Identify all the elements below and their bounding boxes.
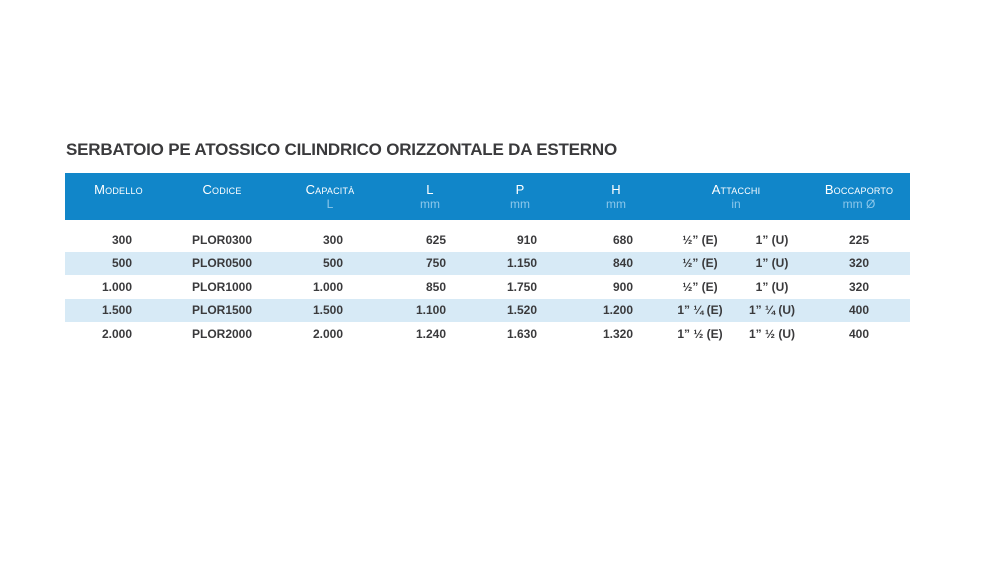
cell-l: 1.240 <box>415 326 446 341</box>
cell-p: 1.750 <box>506 279 537 294</box>
column-header-label: P <box>515 182 525 197</box>
cell-h: 1.320 <box>602 326 633 341</box>
column-header-unit: mm Ø <box>842 197 876 211</box>
cell-attacchi-entrata: ½” (E) <box>682 279 718 294</box>
cell-l: 750 <box>425 256 446 271</box>
table-row: 500 PLOR0500 500 750 1.150 840 ½” (E) 1”… <box>65 251 910 275</box>
cell-l: 625 <box>425 232 446 247</box>
cell-boccaporto: 320 <box>848 279 870 294</box>
column-header-label: Boccaporto <box>824 182 894 197</box>
cell-attacchi-entrata: 1” ½ (E) <box>677 326 723 341</box>
cell-boccaporto: 225 <box>848 232 870 247</box>
cell-capacita: 1.500 <box>312 303 343 318</box>
cell-attacchi-entrata: 1” ¼ (E) <box>677 303 723 318</box>
column-header-label: H <box>611 182 621 197</box>
column-header-l: L mm <box>388 173 472 220</box>
page-title: SERBATOIO PE ATOSSICO CILINDRICO ORIZZON… <box>66 140 617 159</box>
cell-h: 680 <box>612 232 633 247</box>
cell-capacita: 500 <box>322 256 343 271</box>
column-header-boccaporto: Boccaporto mm Ø <box>808 173 910 220</box>
cell-codice: PLOR1500 <box>191 303 253 318</box>
column-header-p: P mm <box>472 173 568 220</box>
cell-attacchi-uscita: 1” (U) <box>755 232 789 247</box>
column-header-capacita: Capacità L <box>272 173 388 220</box>
cell-modello: 300 <box>111 232 132 247</box>
cell-modello: 500 <box>111 256 132 271</box>
column-header-unit: mm <box>420 197 440 211</box>
cell-h: 900 <box>612 279 633 294</box>
cell-attacchi-entrata: ½” (E) <box>682 256 718 271</box>
column-header-label: Capacità <box>305 182 355 197</box>
cell-boccaporto: 400 <box>848 326 870 341</box>
cell-p: 1.520 <box>506 303 537 318</box>
table-row: 2.000 PLOR2000 2.000 1.240 1.630 1.320 1… <box>65 322 910 346</box>
cell-modello: 2.000 <box>101 326 132 341</box>
cell-capacita: 2.000 <box>312 326 343 341</box>
cell-codice: PLOR0300 <box>191 232 253 247</box>
table-header-row: Modello Codice Capacità L L mm P mm H mm <box>65 173 910 220</box>
column-header-modello: Modello <box>65 173 172 220</box>
cell-l: 1.100 <box>415 303 446 318</box>
column-header-attacchi: Attacchi in <box>664 173 808 220</box>
cell-attacchi-uscita: 1” ½ (U) <box>748 326 795 341</box>
column-header-unit: L <box>326 197 334 211</box>
column-header-h: H mm <box>568 173 664 220</box>
cell-codice: PLOR1000 <box>191 279 253 294</box>
column-header-label: Modello <box>94 182 143 197</box>
cell-modello: 1.000 <box>101 279 132 294</box>
cell-codice: PLOR0500 <box>191 256 253 271</box>
cell-attacchi-uscita: 1” ¼ (U) <box>748 303 795 318</box>
table-row: 1.000 PLOR1000 1.000 850 1.750 900 ½” (E… <box>65 275 910 299</box>
cell-boccaporto: 400 <box>848 303 870 318</box>
column-header-label: Attacchi <box>711 182 761 197</box>
cell-h: 1.200 <box>602 303 633 318</box>
cell-p: 1.150 <box>506 256 537 271</box>
cell-modello: 1.500 <box>101 303 132 318</box>
column-header-unit: mm <box>510 197 530 211</box>
cell-capacita: 300 <box>322 232 343 247</box>
cell-capacita: 1.000 <box>312 279 343 294</box>
table-row: 1.500 PLOR1500 1.500 1.100 1.520 1.200 1… <box>65 298 910 322</box>
column-header-label: L <box>426 182 434 197</box>
column-header-label: Codice <box>202 182 242 197</box>
cell-p: 910 <box>516 232 537 247</box>
cell-codice: PLOR2000 <box>191 326 253 341</box>
cell-attacchi-entrata: ½” (E) <box>682 232 718 247</box>
table-body: 300 PLOR0300 300 625 910 680 ½” (E) 1” (… <box>65 228 910 346</box>
cell-p: 1.630 <box>506 326 537 341</box>
column-header-codice: Codice <box>172 173 272 220</box>
cell-boccaporto: 320 <box>848 256 870 271</box>
table-row: 300 PLOR0300 300 625 910 680 ½” (E) 1” (… <box>65 228 910 252</box>
cell-attacchi-uscita: 1” (U) <box>755 279 789 294</box>
cell-attacchi-uscita: 1” (U) <box>755 256 789 271</box>
spec-table: Modello Codice Capacità L L mm P mm H mm <box>65 173 910 346</box>
cell-l: 850 <box>425 279 446 294</box>
column-header-unit: in <box>731 197 741 211</box>
cell-h: 840 <box>612 256 633 271</box>
column-header-unit: mm <box>606 197 626 211</box>
